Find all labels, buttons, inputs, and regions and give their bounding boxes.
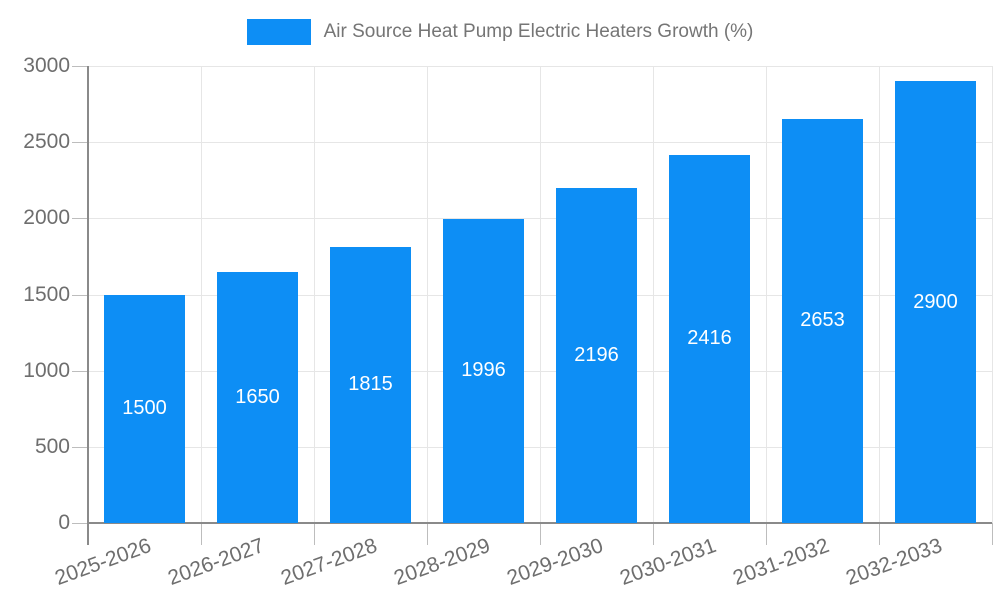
- bar-value-label: 2416: [687, 327, 732, 350]
- bar-2025-2026[interactable]: 1500: [104, 294, 185, 523]
- legend[interactable]: Air Source Heat Pump Electric Heaters Gr…: [0, 17, 1000, 47]
- x-axis-tick: [427, 523, 428, 545]
- x-axis-line: [88, 522, 992, 524]
- legend-swatch-icon[interactable]: [246, 19, 311, 45]
- bar-2027-2028[interactable]: 1815: [330, 246, 411, 523]
- bar-2031-2032[interactable]: 2653: [782, 118, 863, 523]
- y-axis-tick: [72, 218, 88, 220]
- x-axis-tick: [653, 523, 654, 545]
- legend-label: Air Source Heat Pump Electric Heaters Gr…: [323, 21, 754, 42]
- x-gridline: [992, 66, 993, 523]
- bar-value-label: 1500: [122, 397, 167, 420]
- y-axis-tick: [72, 66, 88, 67]
- x-gridline: [879, 66, 880, 523]
- y-axis-tick-label: 0: [58, 511, 70, 534]
- bar-value-label: 2196: [574, 344, 619, 367]
- y-axis-tick-label: 500: [34, 434, 70, 458]
- bar-value-label: 2653: [800, 309, 845, 332]
- x-gridline: [314, 66, 315, 523]
- y-axis-line: [87, 66, 89, 545]
- bar-value-label: 1996: [461, 359, 506, 382]
- y-axis-tick-label: 2000: [23, 206, 70, 230]
- x-gridline: [201, 66, 202, 523]
- bar-2030-2031[interactable]: 2416: [669, 154, 750, 523]
- bar-value-label: 2900: [913, 290, 958, 313]
- bar-2026-2027[interactable]: 1650: [217, 271, 298, 523]
- y-axis-tick-label: 3000: [23, 54, 70, 77]
- y-axis-tick: [72, 370, 88, 372]
- x-axis-tick: [540, 523, 541, 545]
- bar-2032-2033[interactable]: 2900: [895, 81, 976, 523]
- bar-2029-2030[interactable]: 2196: [556, 188, 637, 523]
- bar-2028-2029[interactable]: 1996: [443, 218, 524, 523]
- x-axis-tick: [879, 523, 880, 545]
- y-axis-tick: [72, 446, 88, 448]
- x-gridline: [653, 66, 654, 523]
- x-gridline: [766, 66, 767, 523]
- x-axis-tick: [201, 523, 202, 545]
- x-gridline: [540, 66, 541, 523]
- y-axis-tick: [72, 523, 88, 524]
- y-axis-tick: [72, 142, 88, 144]
- y-axis-tick-label: 1000: [23, 358, 70, 382]
- x-gridline: [427, 66, 428, 523]
- bar-value-label: 1815: [348, 373, 393, 396]
- y-axis-tick-label: 2500: [23, 130, 70, 154]
- x-axis-tick: [766, 523, 767, 545]
- y-axis-tick: [72, 294, 88, 296]
- y-axis-tick-label: 1500: [23, 282, 70, 306]
- x-axis-tick: [314, 523, 315, 545]
- x-axis-tick: [992, 523, 993, 545]
- bar-value-label: 1650: [235, 385, 280, 408]
